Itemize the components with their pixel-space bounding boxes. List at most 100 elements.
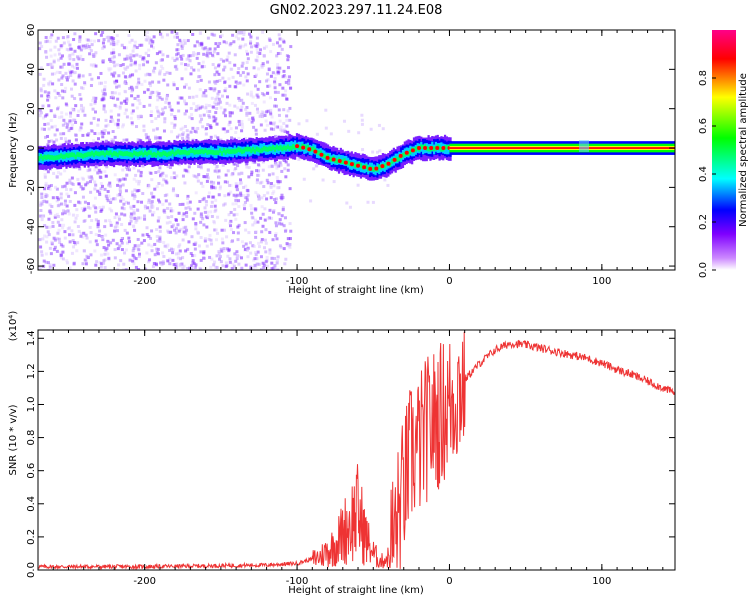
noise-speck — [283, 216, 287, 220]
noise-speck — [188, 95, 192, 99]
ridge-cell — [217, 150, 220, 155]
ridge-cell — [257, 147, 260, 153]
noise-speck — [176, 256, 180, 260]
noise-speck — [272, 42, 276, 46]
noise-speck — [98, 81, 102, 85]
noise-speck — [265, 79, 269, 83]
noise-speck — [79, 232, 83, 236]
noise-speck — [94, 32, 98, 36]
noise-speck — [158, 112, 162, 116]
noise-speck — [254, 132, 258, 136]
noise-speck — [233, 53, 237, 57]
noise-speck — [47, 217, 51, 221]
noise-speck — [224, 173, 228, 177]
noise-speck — [43, 90, 47, 94]
noise-speck — [96, 164, 100, 168]
noise-speck — [137, 182, 141, 186]
noise-speck — [275, 237, 279, 241]
noise-speck — [174, 226, 178, 230]
noise-speck — [233, 252, 237, 256]
noise-speck — [256, 55, 260, 59]
noise-speck — [112, 37, 116, 41]
noise-speck — [131, 249, 135, 253]
noise-speck — [244, 43, 248, 47]
noise-speck — [123, 228, 127, 232]
noise-speck — [43, 224, 47, 228]
noise-speck — [151, 46, 155, 50]
ridge-cell — [578, 140, 589, 152]
noise-speck — [173, 176, 177, 180]
noise-speck — [130, 212, 134, 216]
y-tick-label: 60 — [26, 24, 37, 37]
noise-speck — [237, 199, 241, 203]
noise-speck — [192, 102, 196, 106]
noise-speck — [132, 46, 136, 50]
noise-speck — [57, 237, 61, 241]
noise-speck — [267, 37, 271, 41]
noise-speck — [146, 200, 150, 204]
noise-speck — [184, 225, 188, 229]
noise-speck — [226, 254, 230, 258]
noise-speck — [224, 218, 228, 222]
noise-speck — [199, 181, 203, 185]
colorbar-gradient — [712, 30, 736, 270]
ridge-cell — [283, 145, 286, 151]
noise-speck — [70, 229, 74, 233]
noise-speck — [204, 94, 208, 98]
ridge-cell — [193, 149, 196, 155]
noise-speck — [59, 132, 63, 136]
noise-speck — [109, 197, 113, 201]
noise-speck — [77, 73, 81, 77]
noise-speck — [104, 139, 108, 143]
noise-speck — [114, 212, 118, 216]
noise-speck — [108, 181, 112, 185]
noise-speck — [212, 263, 216, 267]
noise-speck — [178, 38, 182, 42]
noise-speck — [284, 160, 288, 164]
noise-speck — [58, 240, 62, 244]
noise-speck — [65, 181, 69, 185]
noise-speck — [230, 111, 234, 115]
noise-speck — [70, 119, 74, 123]
noise-speck — [227, 51, 231, 55]
ridge-cell — [290, 145, 293, 151]
noise-speck — [283, 262, 287, 266]
noise-speck — [177, 251, 181, 255]
noise-speck — [141, 233, 145, 237]
noise-speck — [236, 238, 240, 242]
noise-speck — [96, 76, 100, 80]
noise-speck — [52, 140, 56, 144]
noise-speck — [169, 247, 173, 251]
noise-speck — [133, 188, 137, 192]
ridge-cell — [445, 144, 449, 155]
noise-speck — [38, 72, 42, 76]
noise-speck — [99, 71, 103, 75]
noise-speck — [204, 106, 208, 110]
noise-speck — [115, 229, 119, 233]
noise-speck — [246, 193, 250, 197]
noise-speck — [266, 60, 270, 64]
noise-speck — [246, 189, 250, 193]
noise-speck — [104, 174, 108, 178]
noise-speck — [129, 59, 133, 63]
noise-speck — [125, 54, 129, 58]
noise-speck — [45, 225, 49, 229]
noise-speck — [135, 46, 139, 50]
noise-speck — [68, 226, 72, 230]
noise-speck — [199, 250, 203, 254]
noise-speck — [117, 92, 121, 96]
noise-speck — [131, 224, 135, 228]
noise-speck — [111, 238, 115, 242]
noise-speck — [80, 207, 84, 211]
ridge-cell — [63, 154, 66, 159]
ridge-cell — [202, 149, 205, 155]
ridge-cell — [222, 148, 225, 153]
x-tick-label: 100 — [592, 276, 611, 287]
noise-speck — [51, 64, 55, 68]
noise-speck — [112, 51, 116, 55]
noise-speck — [67, 139, 71, 143]
noise-speck — [106, 199, 110, 203]
noise-speck — [194, 263, 198, 267]
noise-speck — [153, 66, 157, 70]
ridge-cell — [396, 157, 399, 162]
